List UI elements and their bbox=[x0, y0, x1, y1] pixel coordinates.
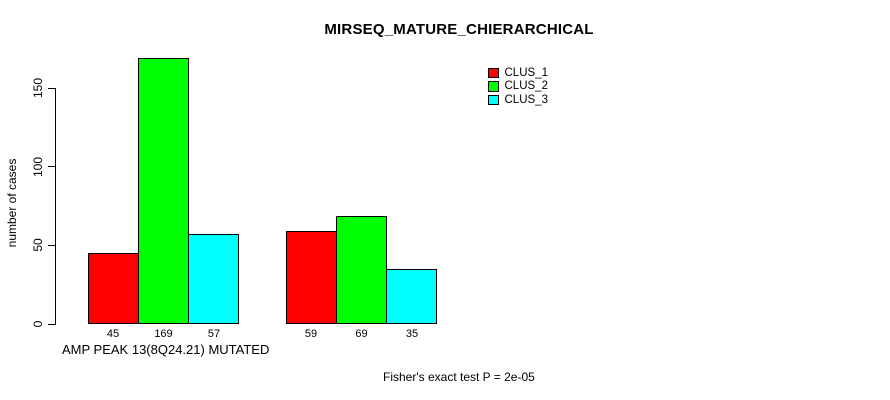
y-tick bbox=[48, 87, 56, 89]
legend-label: CLUS_1 bbox=[504, 66, 548, 79]
legend-swatch-clus_3 bbox=[488, 94, 499, 105]
y-axis-line bbox=[55, 88, 56, 324]
bar-clus_2 bbox=[137, 58, 189, 324]
fisher-test-annotation: Fisher's exact test P = 2e-05 bbox=[383, 370, 535, 384]
bar-clus_2 bbox=[335, 216, 387, 324]
y-tick-label: 100 bbox=[31, 156, 45, 177]
chart-title: MIRSEQ_MATURE_CHIERARCHICAL bbox=[324, 21, 594, 38]
y-tick-label: 0 bbox=[31, 320, 45, 328]
bar-clus_1 bbox=[87, 253, 139, 324]
bar-value-label: 169 bbox=[154, 328, 173, 340]
legend-row: CLUS_3 bbox=[488, 93, 548, 107]
legend-swatch-clus_2 bbox=[488, 81, 499, 92]
y-axis-label: number of cases bbox=[5, 158, 19, 248]
bar-clus_3 bbox=[187, 234, 239, 324]
y-tick-label: 150 bbox=[31, 78, 45, 99]
bar-clus_1 bbox=[285, 231, 337, 324]
legend-label: CLUS_3 bbox=[504, 93, 548, 106]
legend: CLUS_1 CLUS_2 CLUS_3 bbox=[488, 66, 548, 107]
y-tick bbox=[48, 166, 56, 168]
y-tick bbox=[48, 244, 56, 246]
legend-swatch-clus_1 bbox=[488, 67, 499, 78]
y-tick bbox=[48, 323, 56, 325]
bar-value-label: 69 bbox=[355, 328, 368, 340]
legend-label: CLUS_2 bbox=[504, 80, 548, 93]
legend-row: CLUS_1 bbox=[488, 66, 548, 80]
legend-row: CLUS_2 bbox=[488, 80, 548, 94]
bar-value-label: 45 bbox=[106, 328, 120, 340]
bar-group bbox=[285, 216, 437, 324]
x-axis-label: AMP PEAK 13(8Q24.21) MUTATED bbox=[62, 342, 270, 357]
y-tick-label: 50 bbox=[31, 238, 45, 253]
bar-value-label: 35 bbox=[405, 328, 419, 340]
bar-group bbox=[87, 58, 239, 324]
bar-value-label: 59 bbox=[304, 328, 318, 340]
bar-clus_3 bbox=[385, 269, 437, 324]
bar-value-label: 57 bbox=[207, 328, 221, 340]
